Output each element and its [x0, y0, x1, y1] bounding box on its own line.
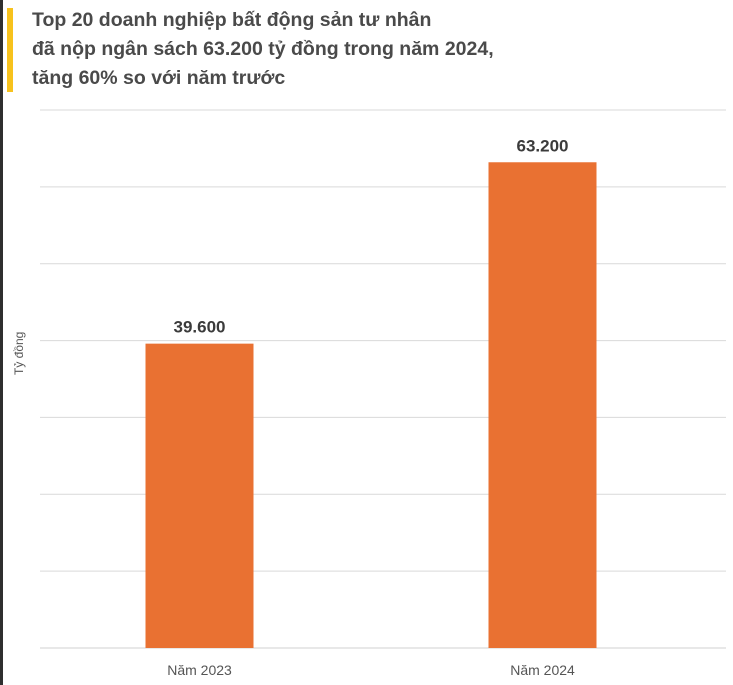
title-accent-bar [7, 8, 13, 92]
data-label-1: 39.600 [174, 318, 226, 337]
x-tick-label-1: Năm 2023 [167, 662, 232, 678]
x-tick-label-2: Năm 2024 [510, 662, 575, 678]
bar-2 [488, 162, 597, 648]
chart-title-line-3: tăng 60% so với năm trước [32, 67, 286, 89]
left-edge [0, 0, 3, 685]
chart-title: Top 20 doanh nghiệp bất động sản tư nhân… [32, 6, 712, 93]
chart-title-line-2: đã nộp ngân sách 63.200 tỷ đồng trong nă… [32, 38, 494, 60]
data-label-2: 63.200 [517, 136, 569, 155]
chart-title-line-1: Top 20 doanh nghiệp bất động sản tư nhân [32, 9, 432, 31]
y-axis-label: Tỷ đồng [12, 331, 26, 375]
bar-1 [145, 343, 254, 648]
